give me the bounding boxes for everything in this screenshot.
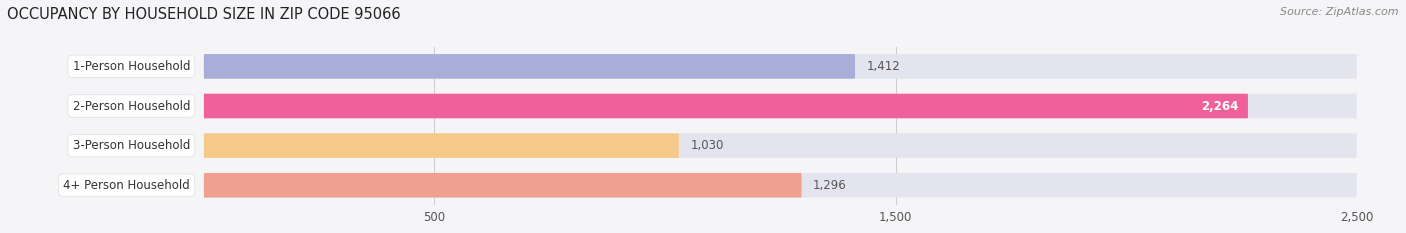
FancyBboxPatch shape	[204, 94, 1249, 118]
Text: 1,296: 1,296	[813, 179, 846, 192]
FancyBboxPatch shape	[204, 54, 1357, 79]
FancyBboxPatch shape	[204, 94, 1357, 118]
FancyBboxPatch shape	[204, 54, 855, 79]
Text: OCCUPANCY BY HOUSEHOLD SIZE IN ZIP CODE 95066: OCCUPANCY BY HOUSEHOLD SIZE IN ZIP CODE …	[7, 7, 401, 22]
FancyBboxPatch shape	[204, 173, 801, 198]
Text: 1-Person Household: 1-Person Household	[73, 60, 190, 73]
FancyBboxPatch shape	[204, 133, 1357, 158]
Text: 4+ Person Household: 4+ Person Household	[63, 179, 190, 192]
FancyBboxPatch shape	[204, 133, 679, 158]
Text: 1,412: 1,412	[866, 60, 900, 73]
Text: 2,264: 2,264	[1201, 99, 1239, 113]
Text: 1,030: 1,030	[690, 139, 724, 152]
Text: Source: ZipAtlas.com: Source: ZipAtlas.com	[1281, 7, 1399, 17]
FancyBboxPatch shape	[204, 173, 1357, 198]
Text: 3-Person Household: 3-Person Household	[73, 139, 190, 152]
Text: 2-Person Household: 2-Person Household	[73, 99, 190, 113]
